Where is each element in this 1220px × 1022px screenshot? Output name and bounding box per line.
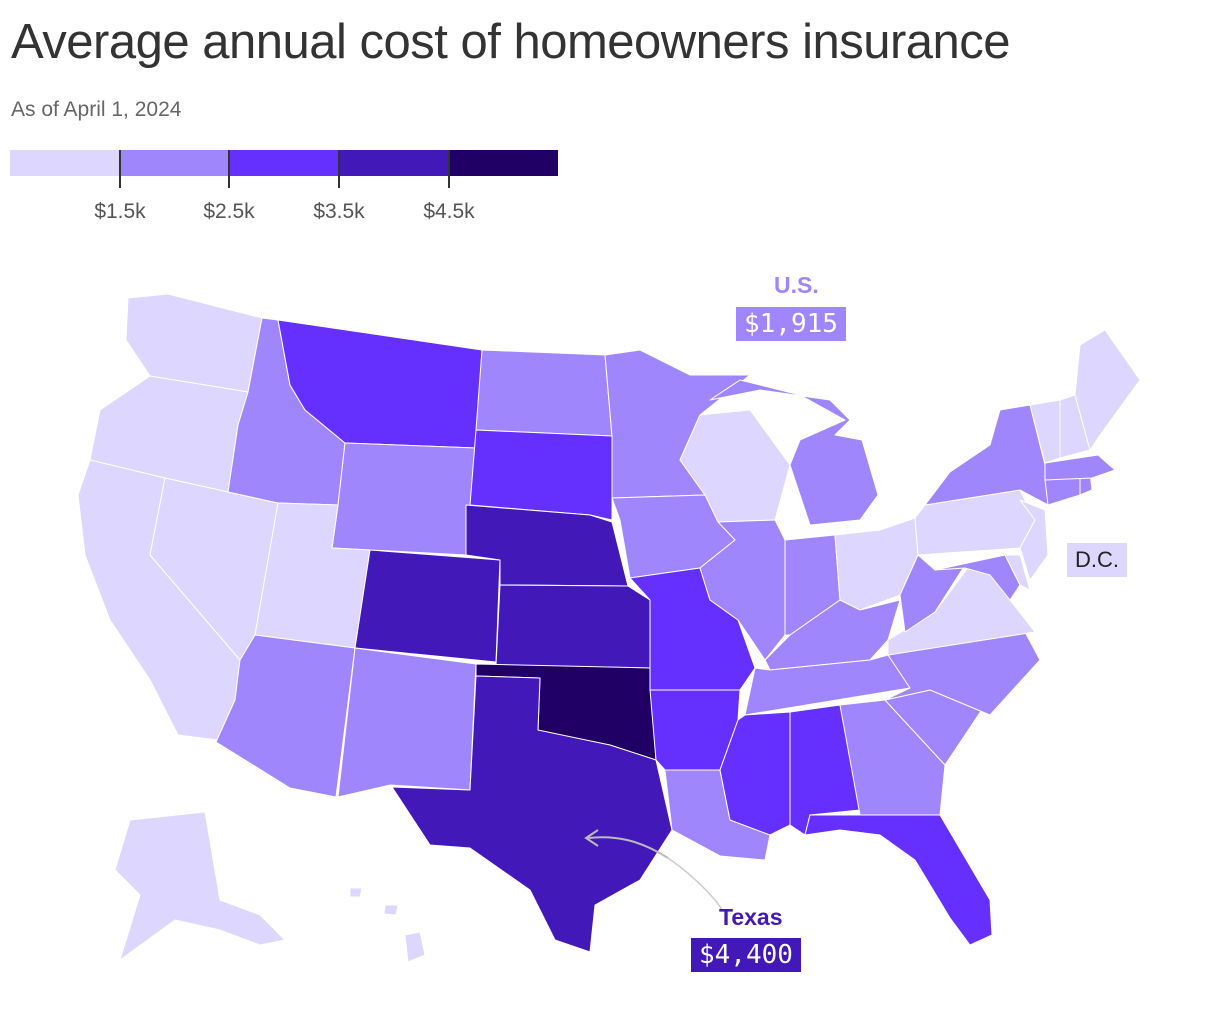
state-hawaii — [349, 887, 426, 963]
state-florida — [804, 814, 993, 946]
us-callout-value: $1,915 — [736, 307, 846, 341]
texas-callout-line — [667, 857, 723, 911]
legend-label-1: $1.5k — [94, 200, 146, 223]
legend-label-2: $2.5k — [203, 200, 255, 223]
state-georgia — [839, 699, 946, 816]
subtitle: As of April 1, 2024 — [11, 98, 182, 121]
state-michigan — [709, 379, 879, 526]
state-wisconsin — [679, 409, 791, 523]
state-north-dakota — [475, 349, 613, 437]
legend-tick-1 — [119, 150, 121, 188]
texas-callout-value: $4,400 — [691, 938, 801, 972]
state-new-mexico — [337, 647, 477, 798]
legend-swatch-4 — [339, 150, 449, 176]
texas-callout-name: Texas — [719, 904, 783, 930]
state-maine — [1074, 329, 1141, 451]
state-colorado — [354, 549, 501, 663]
legend-swatch-3 — [229, 150, 339, 176]
color-legend: $1.5k $2.5k $3.5k $4.5k — [10, 150, 558, 225]
state-wyoming — [331, 442, 477, 556]
state-alaska — [114, 811, 286, 961]
state-delaware — [1004, 554, 1031, 591]
legend-tick-4 — [448, 150, 450, 188]
texas-callout-arrow — [584, 829, 669, 859]
legend-label-4: $4.5k — [423, 200, 475, 223]
legend-swatch-5 — [449, 150, 558, 176]
us-callout-name: U.S. — [774, 272, 819, 298]
legend-tick-2 — [228, 150, 230, 188]
legend-swatch-1 — [10, 150, 120, 176]
page-title: Average annual cost of homeowners insura… — [11, 15, 1011, 69]
state-north-carolina — [884, 631, 1041, 716]
legend-tick-3 — [338, 150, 340, 188]
state-south-dakota — [469, 429, 613, 521]
legend-label-3: $3.5k — [313, 200, 365, 223]
state-massachusetts — [1044, 454, 1116, 481]
state-new-york — [924, 404, 1049, 506]
state-washington — [125, 293, 263, 393]
state-texas — [391, 675, 673, 953]
state-illinois — [699, 519, 786, 661]
state-kansas — [495, 584, 651, 669]
state-new-jersey — [1019, 499, 1049, 581]
dc-label: D.C. — [1067, 543, 1127, 577]
legend-swatch-2 — [120, 150, 229, 176]
